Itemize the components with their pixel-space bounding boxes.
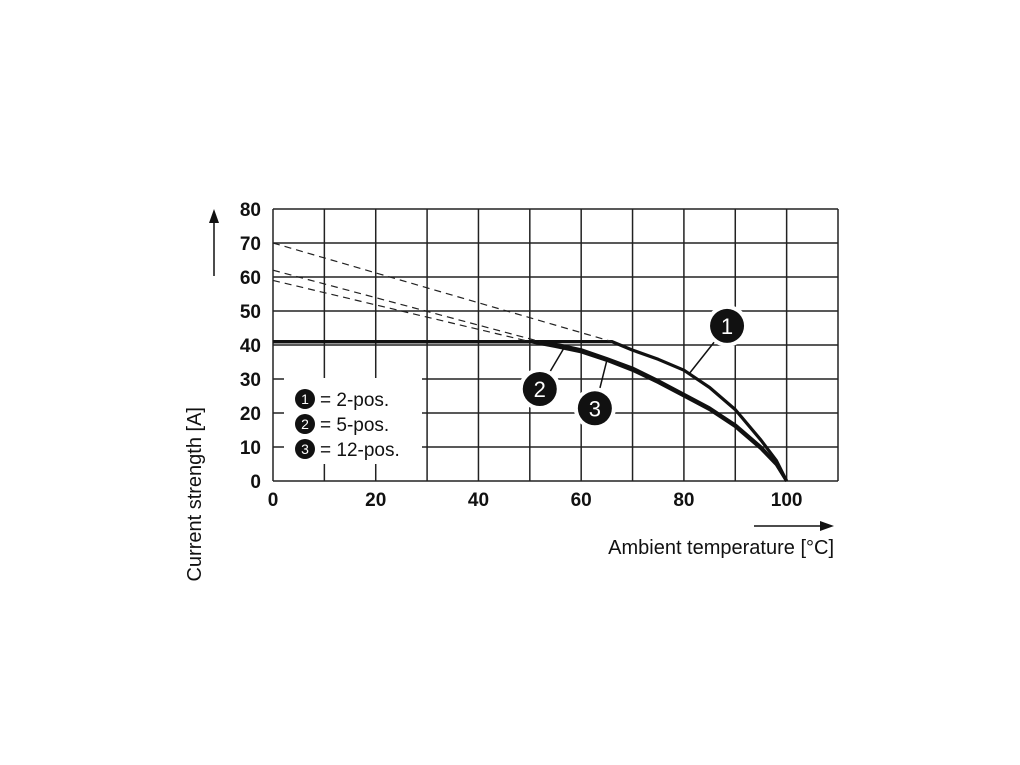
dashed-reference-line bbox=[272, 279, 530, 343]
y-axis-arrow-icon bbox=[209, 209, 219, 223]
legend-label: = 12-pos. bbox=[320, 440, 400, 461]
series-line-3 bbox=[273, 340, 788, 482]
x-axis-arrow-icon bbox=[820, 521, 834, 531]
legend-marker-number: 3 bbox=[301, 441, 309, 457]
y-tick-label: 60 bbox=[240, 268, 261, 289]
callout-number: 2 bbox=[534, 377, 546, 402]
y-tick-label: 20 bbox=[240, 404, 261, 425]
callout-marker-2 bbox=[522, 372, 557, 406]
x-tick-label: 60 bbox=[571, 490, 592, 511]
y-tick-label: 30 bbox=[240, 370, 261, 391]
x-tick-label: 20 bbox=[365, 490, 386, 511]
y-tick-label: 0 bbox=[250, 472, 261, 493]
callout-number: 1 bbox=[721, 314, 733, 339]
y-axis-label: Current strength [A] bbox=[184, 407, 206, 582]
legend-label: = 5-pos. bbox=[320, 415, 389, 436]
legend-marker-3 bbox=[295, 439, 315, 459]
dashed-reference-line bbox=[272, 242, 613, 343]
x-tick-label: 100 bbox=[771, 490, 803, 511]
x-tick-label: 0 bbox=[268, 490, 279, 511]
y-tick-label: 70 bbox=[240, 234, 261, 255]
x-tick-label: 80 bbox=[673, 490, 694, 511]
dashed-reference-line bbox=[272, 269, 541, 343]
x-tick-label: 40 bbox=[468, 490, 489, 511]
y-tick-label: 80 bbox=[240, 200, 261, 221]
callout-marker-3 bbox=[577, 391, 612, 426]
callout-number: 3 bbox=[589, 396, 601, 421]
x-axis-label: Ambient temperature [°C] bbox=[608, 537, 834, 559]
y-tick-label: 50 bbox=[240, 302, 261, 323]
y-tick-label: 10 bbox=[240, 438, 261, 459]
series-line-1 bbox=[273, 340, 789, 482]
legend-marker-number: 1 bbox=[301, 391, 309, 407]
legend-marker-1 bbox=[295, 389, 315, 409]
legend-marker-2 bbox=[295, 414, 315, 434]
legend-marker-number: 2 bbox=[301, 416, 309, 432]
callout-marker-1 bbox=[710, 308, 745, 343]
y-tick-label: 40 bbox=[240, 336, 261, 357]
legend-label: = 2-pos. bbox=[320, 390, 389, 411]
